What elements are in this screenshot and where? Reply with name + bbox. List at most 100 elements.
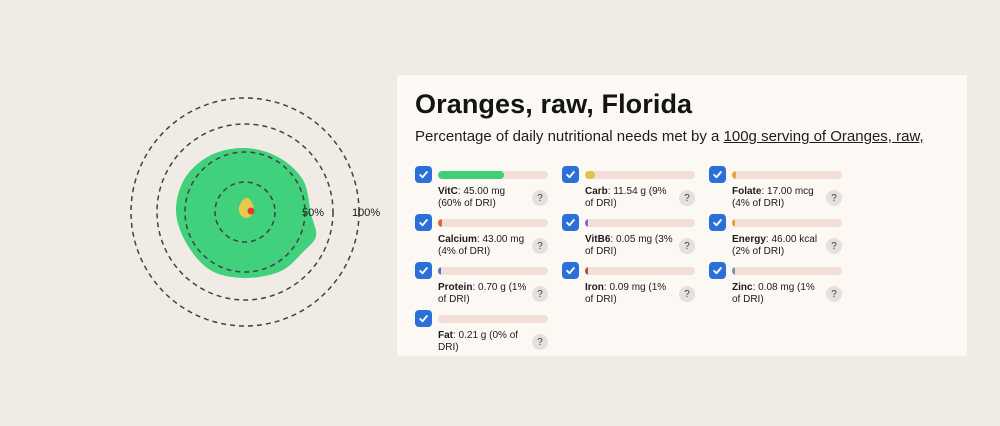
nutrient-item: Iron: 0.09 mg (1% of DRI) ? [562, 262, 695, 306]
nutrient-checkbox[interactable] [415, 310, 432, 327]
nutrient-item-top [415, 262, 548, 279]
nutrient-name: Zinc [732, 282, 753, 293]
nutrient-checkbox[interactable] [415, 214, 432, 231]
nutrient-progress-fill [732, 266, 736, 275]
nutrient-help-button[interactable]: ? [826, 238, 842, 254]
nutrition-polar-chart: 50% 100% [130, 97, 380, 327]
nutrient-progress-fill [438, 266, 442, 275]
checkmark-icon [419, 267, 428, 275]
nutrient-name: VitB6 [585, 234, 611, 245]
chart-ring-100 [130, 97, 360, 327]
nutrient-detail: : 0.70 g (1% of DRI) [438, 282, 527, 305]
nutrient-item-top [415, 214, 548, 231]
nutrient-progress-fill [438, 170, 504, 179]
nutrient-help-button[interactable]: ? [679, 286, 695, 302]
nutrient-item-top [415, 166, 548, 183]
nutrient-progress-bar [585, 266, 695, 275]
nutrient-checkbox[interactable] [415, 262, 432, 279]
nutrient-help-button[interactable]: ? [679, 190, 695, 206]
subtitle-text: Percentage of daily nutritional needs me… [415, 128, 724, 145]
serving-link[interactable]: 100g serving of Oranges, raw, [723, 128, 924, 145]
nutrient-item: VitC: 45.00 mg (60% of DRI) ? [415, 166, 548, 210]
nutrient-progress-fill [732, 170, 737, 179]
ring-label-100: 100% [352, 207, 380, 219]
nutrient-name: VitC [438, 186, 458, 197]
nutrient-item-top [415, 310, 548, 327]
nutrient-item-top [709, 262, 842, 279]
nutrient-detail: : 0.21 g (0% of DRI) [438, 330, 519, 353]
nutrient-item-bottom: Iron: 0.09 mg (1% of DRI) ? [585, 282, 695, 306]
checkmark-icon [419, 171, 428, 179]
nutrient-label: Carb: 11.54 g (9% of DRI) [585, 186, 677, 210]
nutrient-progress-fill [585, 218, 589, 227]
nutrient-detail: : 0.09 mg (1% of DRI) [585, 282, 667, 305]
nutrient-checkbox[interactable] [709, 214, 726, 231]
nutrient-help-button[interactable]: ? [679, 238, 695, 254]
nutrient-checkbox[interactable] [415, 166, 432, 183]
nutrient-label: VitB6: 0.05 mg (3% of DRI) [585, 234, 677, 258]
nutrient-label: Fat: 0.21 g (0% of DRI) [438, 330, 530, 354]
page-title: Oranges, raw, Florida [415, 89, 693, 119]
chart-ring-50 [184, 151, 306, 273]
nutrition-card: Oranges, raw, Florida Percentage of dail… [397, 75, 967, 356]
checkmark-icon [566, 219, 575, 227]
nutrient-checkbox[interactable] [709, 262, 726, 279]
nutrient-item: Folate: 17.00 mcg (4% of DRI) ? [709, 166, 842, 210]
nutrient-item-bottom: Carb: 11.54 g (9% of DRI) ? [585, 186, 695, 210]
nutrient-item: Calcium: 43.00 mg (4% of DRI) ? [415, 214, 548, 258]
nutrient-name: Folate [732, 186, 762, 197]
checkmark-icon [713, 219, 722, 227]
nutrient-detail: : 17.00 mcg (4% of DRI) [732, 186, 814, 209]
nutrient-progress-bar [732, 170, 842, 179]
checkmark-icon [713, 267, 722, 275]
nutrient-progress-bar [438, 266, 548, 275]
nutrient-item-top [562, 262, 695, 279]
nutrient-detail: : 43.00 mg (4% of DRI) [438, 234, 525, 257]
nutrient-detail: : 46.00 kcal (2% of DRI) [732, 234, 818, 257]
subtitle: Percentage of daily nutritional needs me… [415, 128, 949, 145]
nutrient-progress-bar [732, 218, 842, 227]
nutrient-detail: : 11.54 g (9% of DRI) [585, 186, 667, 209]
nutrient-item-bottom: Fat: 0.21 g (0% of DRI) ? [438, 330, 548, 354]
nutrient-help-button[interactable]: ? [826, 286, 842, 302]
nutrient-checkbox[interactable] [562, 166, 579, 183]
checkmark-icon [419, 219, 428, 227]
nutrient-label: Calcium: 43.00 mg (4% of DRI) [438, 234, 530, 258]
nutrient-item-top [562, 214, 695, 231]
nutrient-help-button[interactable]: ? [532, 190, 548, 206]
nutrient-grid: VitC: 45.00 mg (60% of DRI) ? Carb: 11.5… [415, 166, 967, 354]
nutrient-item: Fat: 0.21 g (0% of DRI) ? [415, 310, 548, 354]
nutrient-item-bottom: VitC: 45.00 mg (60% of DRI) ? [438, 186, 548, 210]
nutrient-item-top [709, 214, 842, 231]
nutrient-help-button[interactable]: ? [532, 238, 548, 254]
nutrient-progress-bar [438, 218, 548, 227]
nutrient-progress-fill [585, 170, 595, 179]
nutrient-checkbox[interactable] [562, 214, 579, 231]
nutrient-checkbox[interactable] [709, 166, 726, 183]
nutrient-progress-bar [438, 314, 548, 323]
nutrient-label: VitC: 45.00 mg (60% of DRI) [438, 186, 530, 210]
center-dot [247, 207, 255, 215]
nutrient-label: Energy: 46.00 kcal (2% of DRI) [732, 234, 824, 258]
nutrient-name: Fat [438, 330, 453, 341]
nutrient-help-button[interactable]: ? [532, 286, 548, 302]
chart-ring-75 [156, 123, 334, 301]
nutrient-help-button[interactable]: ? [532, 334, 548, 350]
nutrient-progress-bar [732, 266, 842, 275]
nutrient-help-button[interactable]: ? [826, 190, 842, 206]
nutrient-item-bottom: Energy: 46.00 kcal (2% of DRI) ? [732, 234, 842, 258]
checkmark-icon [566, 267, 575, 275]
nutrient-name: Protein [438, 282, 473, 293]
nutrient-label: Folate: 17.00 mcg (4% of DRI) [732, 186, 824, 210]
nutrient-item: Zinc: 0.08 mg (1% of DRI) ? [709, 262, 842, 306]
nutrient-label: Zinc: 0.08 mg (1% of DRI) [732, 282, 824, 306]
nutrient-detail: : 0.05 mg (3% of DRI) [585, 234, 673, 257]
nutrient-detail: : 0.08 mg (1% of DRI) [732, 282, 815, 305]
nutrient-checkbox[interactable] [562, 262, 579, 279]
nutrient-progress-bar [585, 218, 695, 227]
nutrient-name: Energy [732, 234, 766, 245]
nutrient-item: Energy: 46.00 kcal (2% of DRI) ? [709, 214, 842, 258]
nutrient-item: VitB6: 0.05 mg (3% of DRI) ? [562, 214, 695, 258]
nutrient-progress-fill [585, 266, 589, 275]
nutrient-name: Iron [585, 282, 604, 293]
